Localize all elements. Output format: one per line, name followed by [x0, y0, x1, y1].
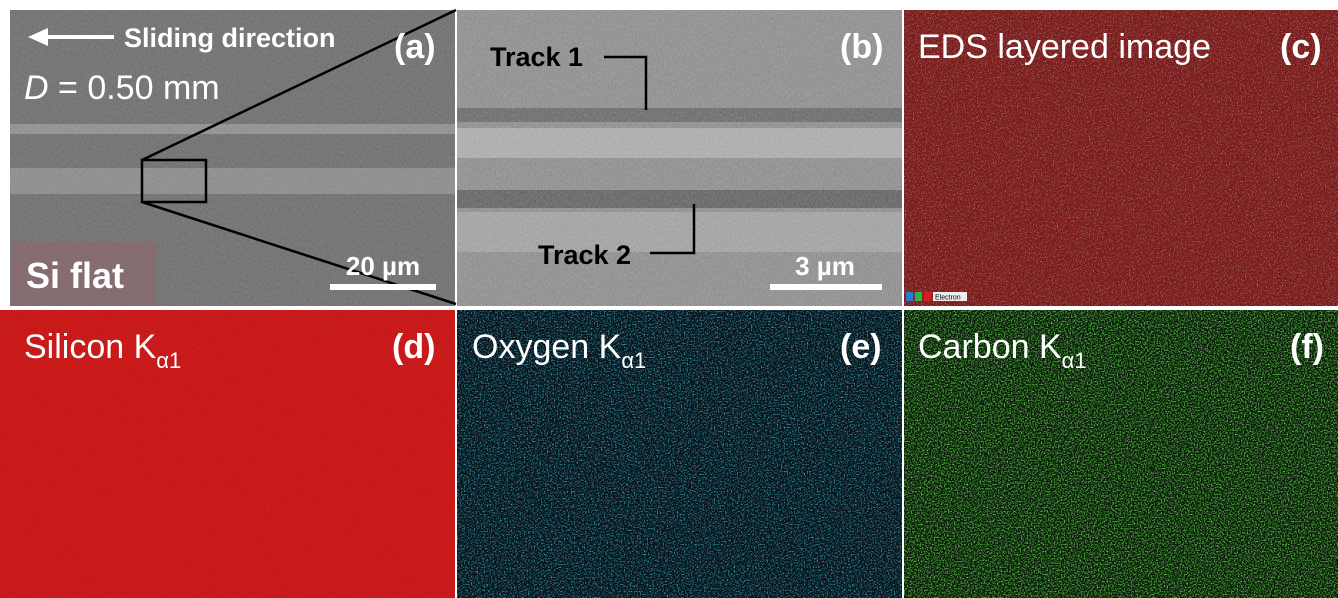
panel-e: Oxygen Kα1 (e) [457, 310, 902, 598]
distance-symbol: D [24, 69, 49, 107]
sample-box [12, 242, 156, 306]
element-label: Carbon Kα1 [918, 328, 1087, 373]
panel-b: Track 1 Track 2 (b) 3 µm [457, 10, 902, 306]
zoom-box [140, 158, 208, 204]
subscript: α1 [621, 348, 646, 373]
texture [0, 310, 455, 598]
legend-swatch [924, 292, 931, 301]
panel-label: (c) [1280, 28, 1322, 66]
panel-label: (b) [840, 28, 883, 66]
leader [604, 55, 648, 110]
zoom-line [141, 8, 457, 162]
element-label: Oxygen Kα1 [472, 328, 646, 373]
texture [457, 10, 902, 306]
texture [904, 10, 1338, 306]
panel-f: Carbon Kα1 (f) [904, 310, 1338, 598]
legend-box [933, 292, 967, 301]
subscript: α1 [1062, 348, 1087, 373]
distance-value: = 0.50 mm [58, 69, 220, 107]
arrow-text: Sliding direction [124, 23, 336, 53]
panel-c: EDS layered image (c) Electron [904, 10, 1338, 306]
legend-swatch [915, 292, 922, 301]
leader [650, 204, 696, 255]
panel-label: (e) [840, 328, 882, 366]
arrow-head [28, 28, 48, 46]
panel-title: EDS layered image [918, 28, 1211, 66]
subscript: α1 [156, 348, 181, 373]
element: Carbon K [918, 328, 1062, 366]
scale-bar [330, 284, 436, 290]
scale-bar [770, 284, 882, 290]
distance: D = 0.50 mm [24, 69, 220, 107]
panel-label: (d) [392, 328, 435, 366]
sample-label: Si flat [26, 255, 124, 296]
legend-text: Electron [935, 295, 961, 302]
legend-swatch [906, 292, 913, 301]
panel-label: (a) [394, 28, 436, 66]
scale-bar-label: 20 µm [346, 251, 420, 281]
element-label: Silicon Kα1 [24, 328, 181, 373]
element: Silicon K [24, 328, 157, 366]
track-label: Track 1 [490, 42, 583, 72]
texture [904, 310, 1338, 598]
panel-label: (f) [1290, 328, 1324, 366]
texture [457, 310, 902, 598]
track-label: Track 2 [538, 240, 631, 270]
panel-d: Silicon Kα1 (d) [0, 310, 455, 598]
panel-a: Sliding direction D = 0.50 mm (a) Si fla… [10, 8, 457, 306]
element: Oxygen K [472, 328, 622, 366]
scale-bar-label: 3 µm [795, 251, 855, 281]
